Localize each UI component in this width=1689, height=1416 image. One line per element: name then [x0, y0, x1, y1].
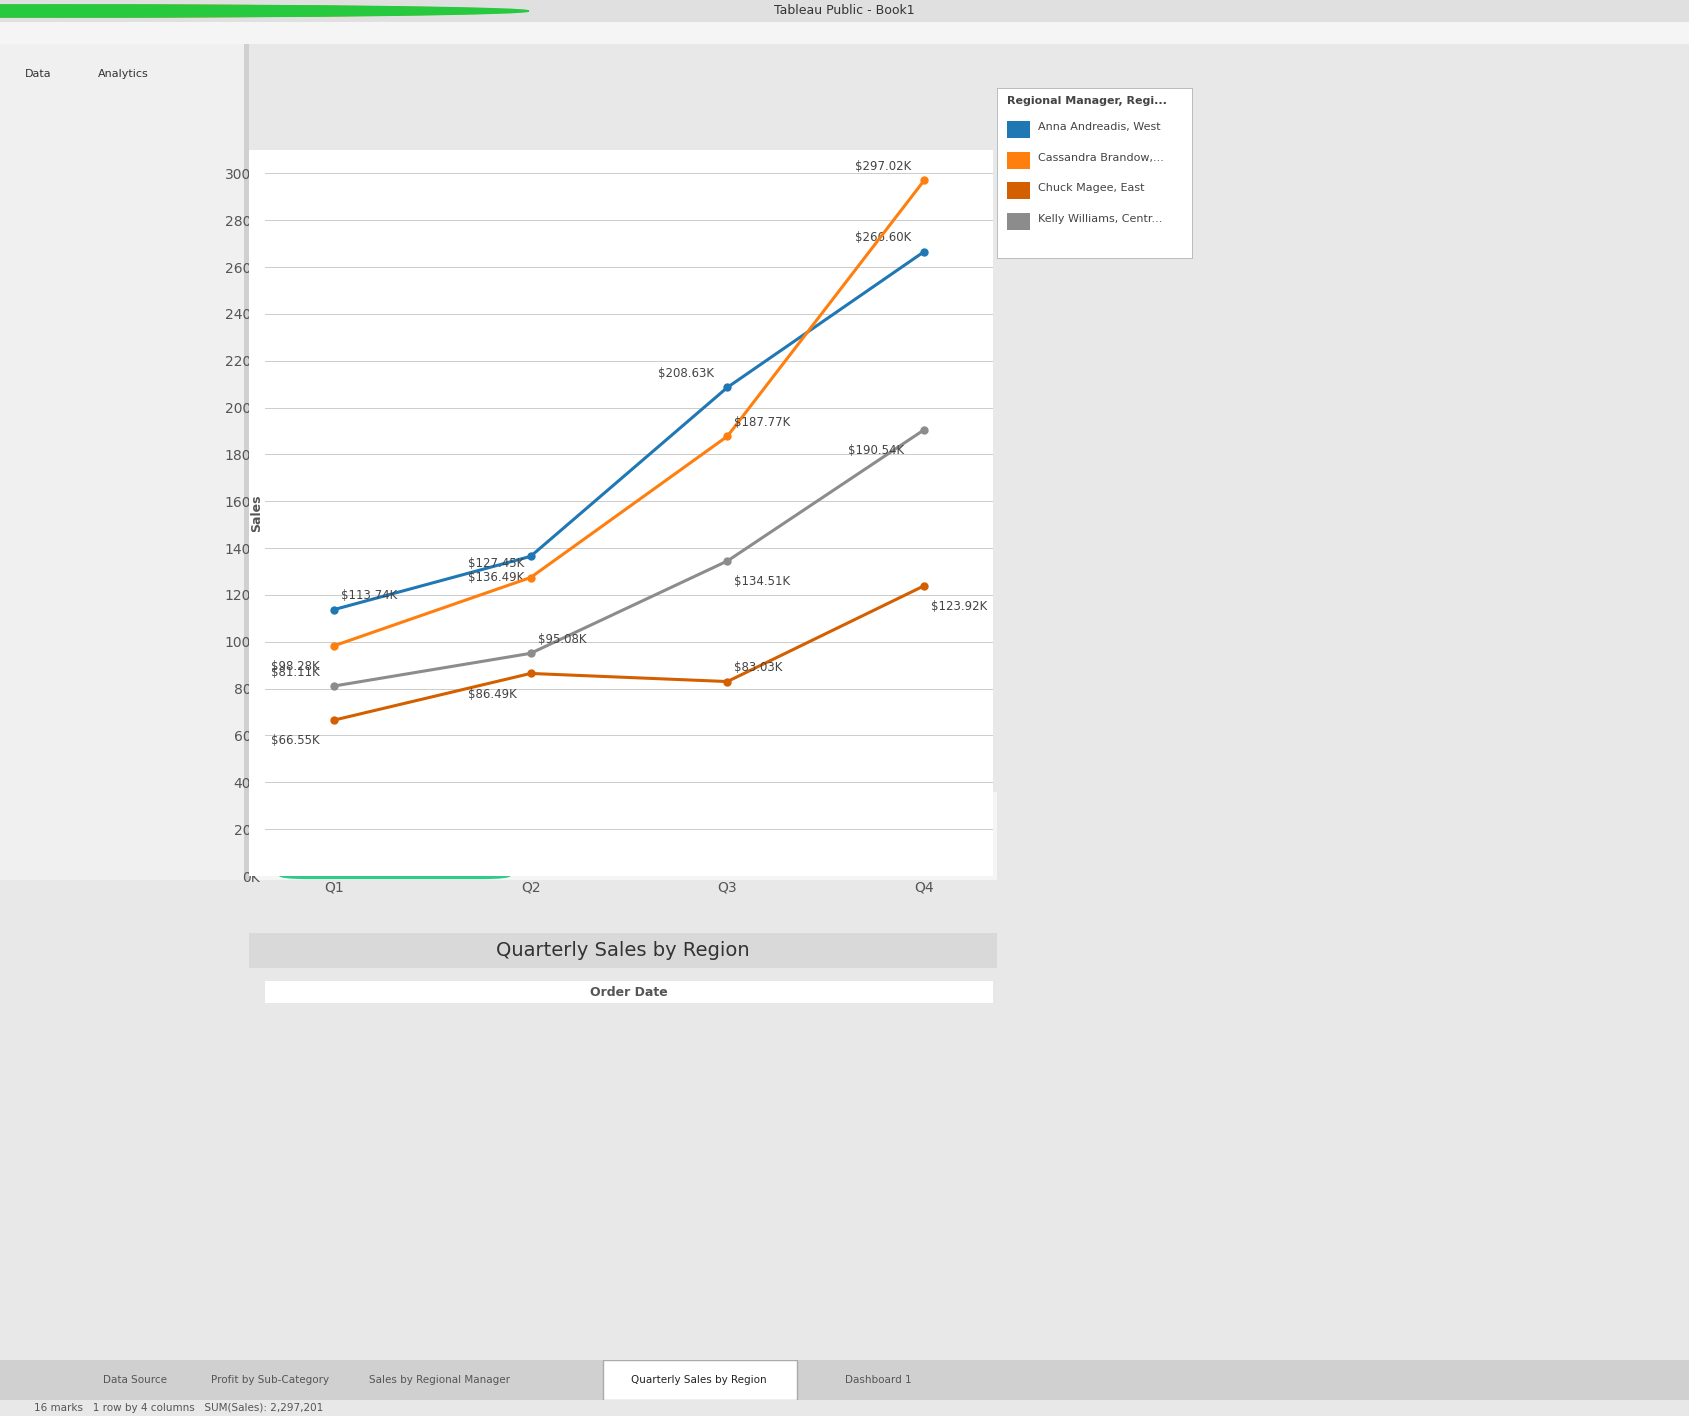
Text: Anna Andreadis, West: Anna Andreadis, West [1039, 122, 1160, 132]
Text: Regional Manager, Regi...: Regional Manager, Regi... [1007, 96, 1167, 106]
Text: $66.55K: $66.55K [272, 735, 319, 748]
Text: $123.92K: $123.92K [931, 600, 988, 613]
Text: QUARTER(Order D...: QUARTER(Order D... [365, 811, 463, 821]
Cassandra Brandow,... [324, 637, 345, 654]
Bar [1007, 152, 1030, 169]
Cassandra Brandow,... [914, 171, 934, 188]
Text: Sales by Regional Manager: Sales by Regional Manager [368, 1375, 510, 1385]
Line: Anna Andreadis, West: Anna Andreadis, West [331, 248, 927, 613]
Cassandra Brandow,... [520, 569, 540, 586]
Anna Andreadis, West [914, 244, 934, 261]
Text: $297.02K: $297.02K [855, 160, 910, 173]
Kelly Williams, Centr... [324, 677, 345, 694]
Kelly Williams, Centr... [718, 552, 738, 569]
Text: $187.77K: $187.77K [735, 416, 790, 429]
Text: 16 marks   1 row by 4 columns   SUM(Sales): 2,297,201: 16 marks 1 row by 4 columns SUM(Sales): … [34, 1403, 323, 1413]
Circle shape [0, 4, 495, 17]
Bar [1007, 122, 1030, 139]
Text: Quarterly Sales by Region: Quarterly Sales by Region [632, 1375, 767, 1385]
Text: $190.54K: $190.54K [848, 445, 904, 457]
Line: Chuck Magee, East: Chuck Magee, East [331, 582, 927, 724]
Chuck Magee, East [520, 666, 540, 683]
Text: Kelly Williams, Centr...: Kelly Williams, Centr... [1039, 214, 1162, 224]
Text: $266.60K: $266.60K [855, 231, 910, 244]
Text: Analytics: Analytics [98, 69, 149, 79]
Text: Data Source: Data Source [103, 1375, 167, 1385]
Kelly Williams, Centr... [914, 422, 934, 439]
Text: $98.28K: $98.28K [272, 660, 319, 673]
Text: Quarterly Sales by Region: Quarterly Sales by Region [497, 942, 750, 960]
Anna Andreadis, West [718, 379, 738, 396]
Text: $208.63K: $208.63K [659, 367, 714, 379]
Line: Cassandra Brandow,...: Cassandra Brandow,... [331, 177, 927, 650]
Text: $113.74K: $113.74K [341, 589, 397, 602]
Text: Order Date: Order Date [589, 986, 667, 998]
Bar [1007, 183, 1030, 200]
Chuck Magee, East [324, 712, 345, 729]
Text: Tableau Public - Book1: Tableau Public - Book1 [774, 4, 915, 17]
Text: SUM(Sales): SUM(Sales) [367, 852, 422, 862]
Bar [603, 1359, 797, 1400]
Anna Andreadis, West [324, 602, 345, 619]
Text: Cassandra Brandow,...: Cassandra Brandow,... [1039, 153, 1164, 163]
Text: $81.11K: $81.11K [272, 666, 321, 678]
Text: Dashboard 1: Dashboard 1 [844, 1375, 912, 1385]
Chuck Magee, East [914, 578, 934, 595]
FancyBboxPatch shape [279, 797, 549, 838]
Chuck Magee, East [718, 673, 738, 690]
Cassandra Brandow,... [718, 428, 738, 445]
Text: $95.08K: $95.08K [537, 633, 586, 646]
Text: $136.49K: $136.49K [468, 571, 524, 583]
Line: Kelly Williams, Centr...: Kelly Williams, Centr... [331, 426, 927, 690]
Text: Chuck Magee, East: Chuck Magee, East [1039, 183, 1145, 194]
Kelly Williams, Centr... [520, 644, 540, 661]
Anna Andreadis, West [520, 548, 540, 565]
Text: $127.45K: $127.45K [468, 556, 524, 571]
FancyBboxPatch shape [279, 838, 510, 879]
Text: Profit by Sub-Category: Profit by Sub-Category [211, 1375, 329, 1385]
Circle shape [0, 4, 512, 17]
Text: Data: Data [24, 69, 51, 79]
Text: $134.51K: $134.51K [735, 575, 790, 588]
Text: Sales: Sales [250, 494, 263, 532]
Text: $83.03K: $83.03K [735, 661, 782, 674]
Text: $86.49K: $86.49K [468, 688, 517, 701]
Text: Columns: Columns [279, 811, 328, 821]
Text: Rows: Rows [279, 852, 307, 862]
Circle shape [0, 4, 529, 17]
Bar [1007, 212, 1030, 229]
